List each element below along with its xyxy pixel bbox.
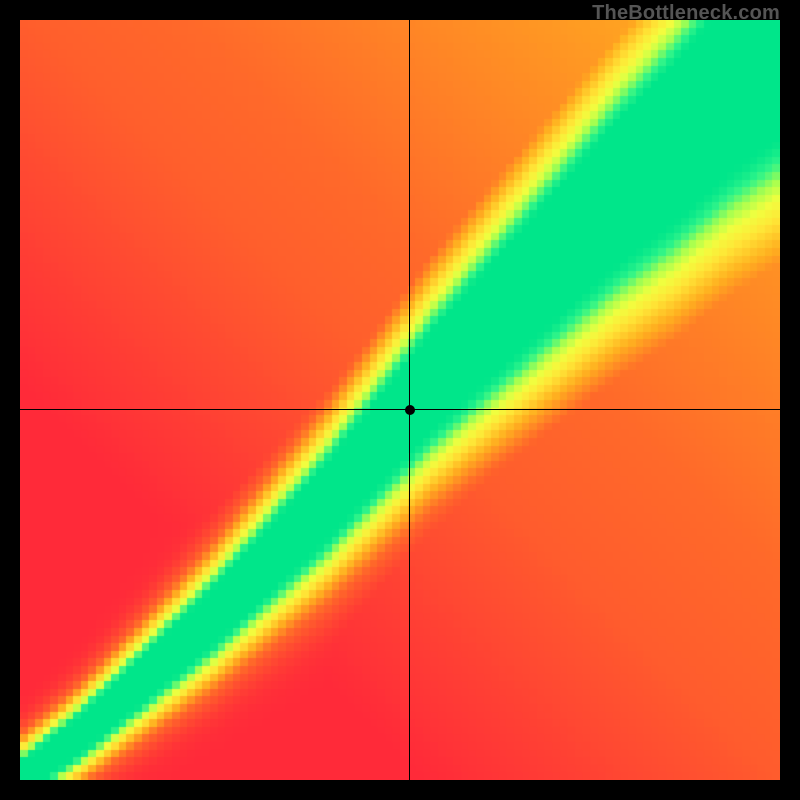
- chart-container: TheBottleneck.com: [0, 0, 800, 800]
- heatmap-canvas: [20, 20, 780, 780]
- crosshair-horizontal: [20, 409, 780, 410]
- plot-area: [20, 20, 780, 780]
- crosshair-vertical: [409, 20, 410, 780]
- operating-point-marker: [405, 405, 415, 415]
